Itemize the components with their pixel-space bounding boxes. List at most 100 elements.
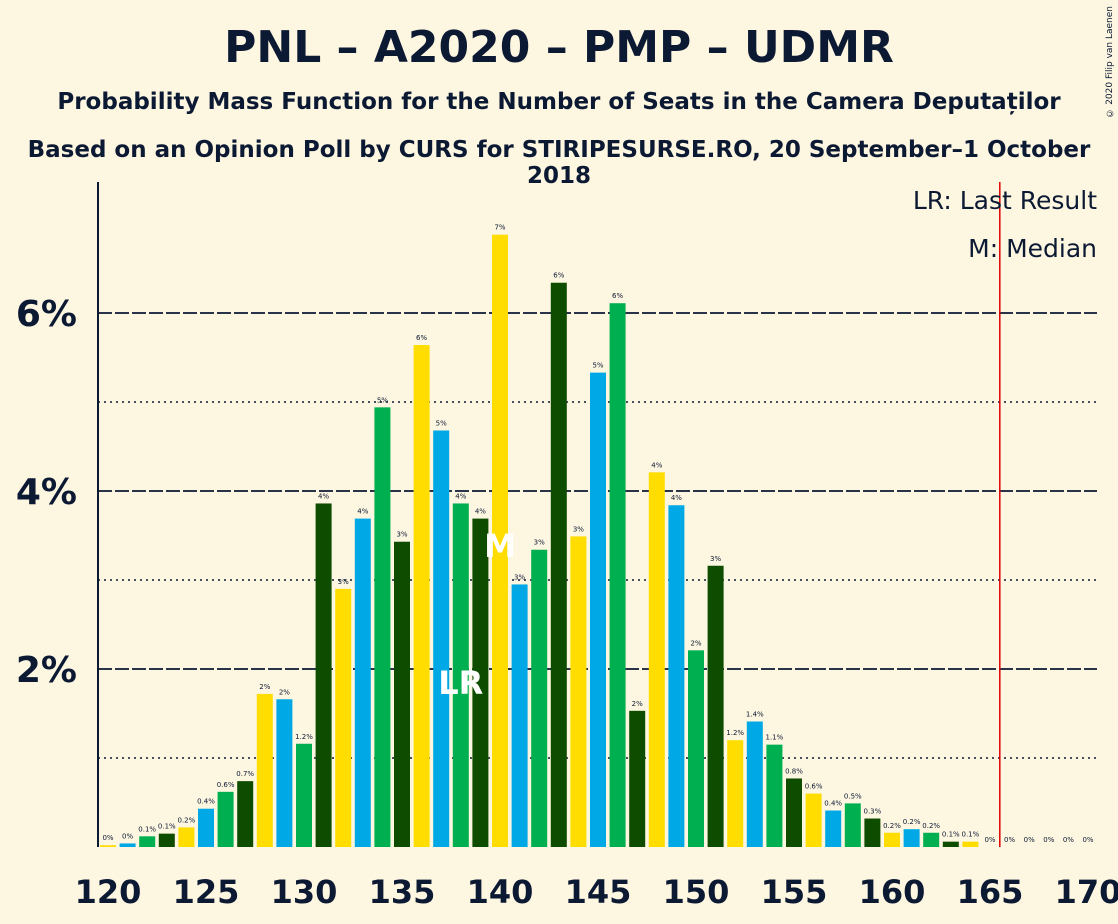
bar-154 xyxy=(766,744,783,847)
bar-128 xyxy=(256,693,273,847)
bar-label-163: 0.1% xyxy=(942,831,960,839)
bar-132 xyxy=(335,588,352,847)
bar-label-125: 0.4% xyxy=(197,798,215,806)
bar-164 xyxy=(962,841,979,847)
x-tick-label: 170 xyxy=(1055,873,1118,911)
bar-133 xyxy=(354,518,371,847)
bar-124 xyxy=(178,827,195,847)
bar-label-145: 5% xyxy=(592,362,603,370)
bar-label-130: 1.2% xyxy=(295,733,313,741)
bar-158 xyxy=(844,803,861,847)
last-result-marker: LR xyxy=(438,664,483,702)
legend-last-result: LR: Last Result xyxy=(913,186,1097,215)
markers: LR M xyxy=(438,182,1001,847)
y-tick-label: 6% xyxy=(16,294,77,335)
bar-label-164: 0.1% xyxy=(962,831,980,839)
bar-label-131: 4% xyxy=(318,492,329,500)
bar-label-136: 6% xyxy=(416,334,427,342)
bar-label-128: 2% xyxy=(259,683,270,691)
x-tick-label: 160 xyxy=(859,873,926,911)
bar-label-165: 0% xyxy=(984,836,995,844)
x-tick-label: 140 xyxy=(467,873,534,911)
x-tick-label: 135 xyxy=(369,873,436,911)
bar-label-169: 0% xyxy=(1063,836,1074,844)
median-marker: M xyxy=(484,527,516,565)
bar-144 xyxy=(570,536,587,847)
x-tick-label: 130 xyxy=(271,873,338,911)
bar-label-127: 0.7% xyxy=(236,770,254,778)
bar-label-138: 4% xyxy=(455,492,466,500)
bar-155 xyxy=(786,778,802,847)
chart-subtitle: Probability Mass Function for the Number… xyxy=(57,89,1061,115)
axes: 2% 4% 6% 120 125 130 135 140 145 150 155 160 165 170 xyxy=(16,182,1118,911)
bar-156 xyxy=(805,793,822,847)
bar-label-141: 3% xyxy=(514,573,525,581)
bar-141 xyxy=(511,584,528,847)
bar-140 xyxy=(492,234,508,847)
bar-146 xyxy=(609,303,626,848)
bar-label-155: 0.8% xyxy=(785,767,803,775)
bar-135 xyxy=(394,541,410,847)
bar-label-122: 0.1% xyxy=(138,825,156,833)
x-tick-label: 145 xyxy=(565,873,632,911)
bar-139 xyxy=(472,518,489,847)
bar-163 xyxy=(942,841,959,847)
bar-145 xyxy=(590,372,606,847)
bar-123 xyxy=(158,833,175,847)
bar-label-149: 4% xyxy=(671,494,682,502)
x-tick-label: 165 xyxy=(957,873,1024,911)
bar-125 xyxy=(198,808,214,847)
bar-label-123: 0.1% xyxy=(158,823,176,831)
bar-129 xyxy=(276,699,293,847)
bar-label-159: 0.3% xyxy=(864,808,882,816)
bar-label-166: 0% xyxy=(1004,836,1015,844)
bar-label-157: 0.4% xyxy=(824,800,842,808)
bar-120 xyxy=(100,845,116,847)
bar-label-146: 6% xyxy=(612,292,623,300)
bar-label-140: 7% xyxy=(494,224,505,232)
bar-label-148: 4% xyxy=(651,461,662,469)
bar-136 xyxy=(413,345,430,847)
bar-152 xyxy=(727,740,744,847)
bar-161 xyxy=(903,829,920,847)
bar-label-153: 1.4% xyxy=(746,711,764,719)
bar-label-154: 1.1% xyxy=(766,734,784,742)
legend-median: M: Median xyxy=(968,234,1097,263)
bar-label-162: 0.2% xyxy=(922,822,940,830)
bar-157 xyxy=(825,810,842,847)
bar-label-135: 3% xyxy=(396,531,407,539)
bar-label-168: 0% xyxy=(1043,836,1054,844)
bar-148 xyxy=(648,472,665,847)
bar-label-120: 0% xyxy=(102,834,113,842)
bar-label-156: 0.6% xyxy=(805,783,823,791)
bar-label-151: 3% xyxy=(710,555,721,563)
bar-131 xyxy=(315,503,332,847)
bar-label-133: 4% xyxy=(357,508,368,516)
bar-label-160: 0.2% xyxy=(883,822,901,830)
bar-label-142: 3% xyxy=(534,539,545,547)
y-tick-label: 2% xyxy=(16,650,77,691)
chart-source: Based on an Opinion Poll by CURS for STI… xyxy=(27,137,1091,189)
bar-142 xyxy=(531,549,548,847)
bar-labels: 0% 0%0.1% 0.1%0.2%0.4%0.6%0.7%2%2%1.2%4%3%… xyxy=(102,224,1093,844)
bar-label-129: 2% xyxy=(279,688,290,696)
bar-label-121: 0% xyxy=(122,832,133,840)
bar-121 xyxy=(119,843,136,847)
bar-162 xyxy=(923,832,940,847)
bar-160 xyxy=(884,832,900,847)
bar-147 xyxy=(629,710,646,847)
bar-label-144: 3% xyxy=(573,525,584,533)
bars xyxy=(100,234,979,848)
bar-label-139: 4% xyxy=(475,508,486,516)
bar-label-150: 2% xyxy=(690,639,701,647)
bar-label-161: 0.2% xyxy=(903,818,921,826)
chart-title: PNL – A2020 – PMP – UDMR xyxy=(224,22,894,73)
y-tick-label: 4% xyxy=(16,472,77,513)
bar-130 xyxy=(296,743,312,847)
bar-label-167: 0% xyxy=(1024,836,1035,844)
bar-151 xyxy=(707,565,724,847)
bar-126 xyxy=(217,791,234,847)
bar-149 xyxy=(668,505,685,847)
bar-label-132: 3% xyxy=(338,578,349,586)
